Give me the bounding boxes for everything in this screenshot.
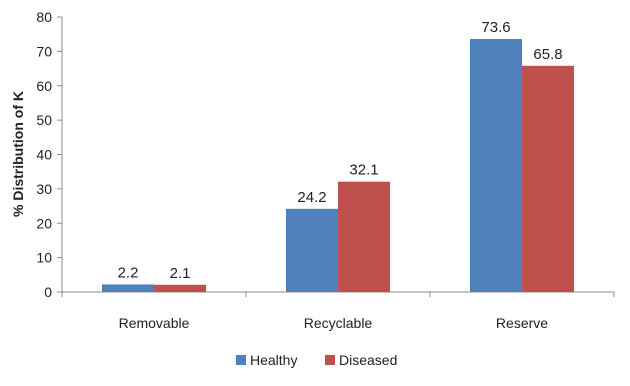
legend-swatch-healthy (236, 355, 246, 365)
y-tick-label: 50 (36, 112, 52, 128)
bar-diseased-recyclable (338, 181, 390, 292)
data-label-healthy-removable: 2.2 (118, 264, 139, 281)
bar-healthy-removable (102, 284, 154, 292)
bar-diseased-removable (154, 284, 206, 292)
y-tick-label: 80 (36, 9, 52, 25)
y-tick-label: 70 (36, 43, 52, 59)
x-category-label: Removable (119, 315, 190, 331)
y-tick-label: 20 (36, 215, 52, 231)
data-label-diseased-reserve: 65.8 (533, 46, 562, 63)
y-tick-label: 30 (36, 181, 52, 197)
data-label-healthy-reserve: 73.6 (481, 19, 510, 36)
data-labels: 2.2 2.1 24.2 32.1 73.6 65.8 (118, 19, 563, 282)
y-tick-label: 40 (36, 147, 52, 163)
y-tick-label: 10 (36, 250, 52, 266)
legend: Healthy Diseased (236, 352, 397, 368)
legend-label-diseased: Diseased (339, 352, 397, 368)
y-axis-title: % Distribution of K (10, 91, 26, 217)
x-category-label: Recyclable (304, 315, 373, 331)
x-category-label: Reserve (496, 315, 548, 331)
bar-healthy-recyclable (286, 208, 338, 292)
data-label-healthy-recyclable: 24.2 (297, 189, 326, 206)
y-tick-label: 60 (36, 78, 52, 94)
bar-healthy-reserve (470, 39, 522, 292)
axes: 0 10 20 30 40 50 60 70 80 Removable Recyclable Rese… (36, 9, 615, 331)
data-label-diseased-recyclable: 32.1 (349, 162, 378, 179)
legend-swatch-diseased (325, 355, 335, 365)
bars (102, 39, 574, 292)
data-label-diseased-removable: 2.1 (170, 265, 191, 282)
legend-label-healthy: Healthy (250, 352, 297, 368)
y-tick-label: 0 (44, 284, 52, 300)
bar-diseased-reserve (522, 65, 574, 292)
